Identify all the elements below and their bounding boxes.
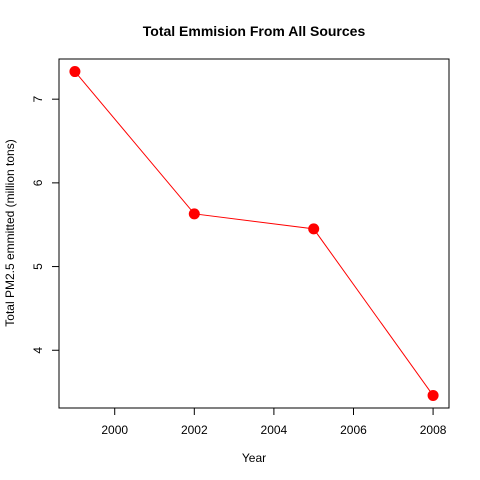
x-axis: 2000 2002 2004 2006 2008 — [101, 408, 447, 437]
series-line — [74, 71, 434, 396]
series — [69, 66, 439, 401]
x-tick-label: 2008 — [420, 423, 447, 437]
data-point — [188, 208, 200, 220]
x-tick-label: 2000 — [101, 423, 128, 437]
y-axis-label: Total PM2.5 emmitted (million tons) — [3, 139, 17, 326]
y-tick-label: 6 — [31, 179, 45, 186]
data-point — [308, 223, 320, 235]
x-axis-label: Year — [242, 451, 266, 465]
x-tick-label: 2002 — [181, 423, 208, 437]
data-point — [427, 389, 439, 401]
chart-title: Total Emmision From All Sources — [143, 23, 366, 39]
y-tick-label: 7 — [31, 96, 45, 103]
x-tick-label: 2006 — [340, 423, 367, 437]
y-tick-label: 5 — [31, 263, 45, 270]
plot-frame — [58, 58, 450, 409]
y-tick-label: 4 — [31, 347, 45, 354]
y-axis: 4 5 6 7 — [31, 96, 59, 354]
x-tick-label: 2004 — [261, 423, 288, 437]
data-point — [69, 66, 81, 78]
